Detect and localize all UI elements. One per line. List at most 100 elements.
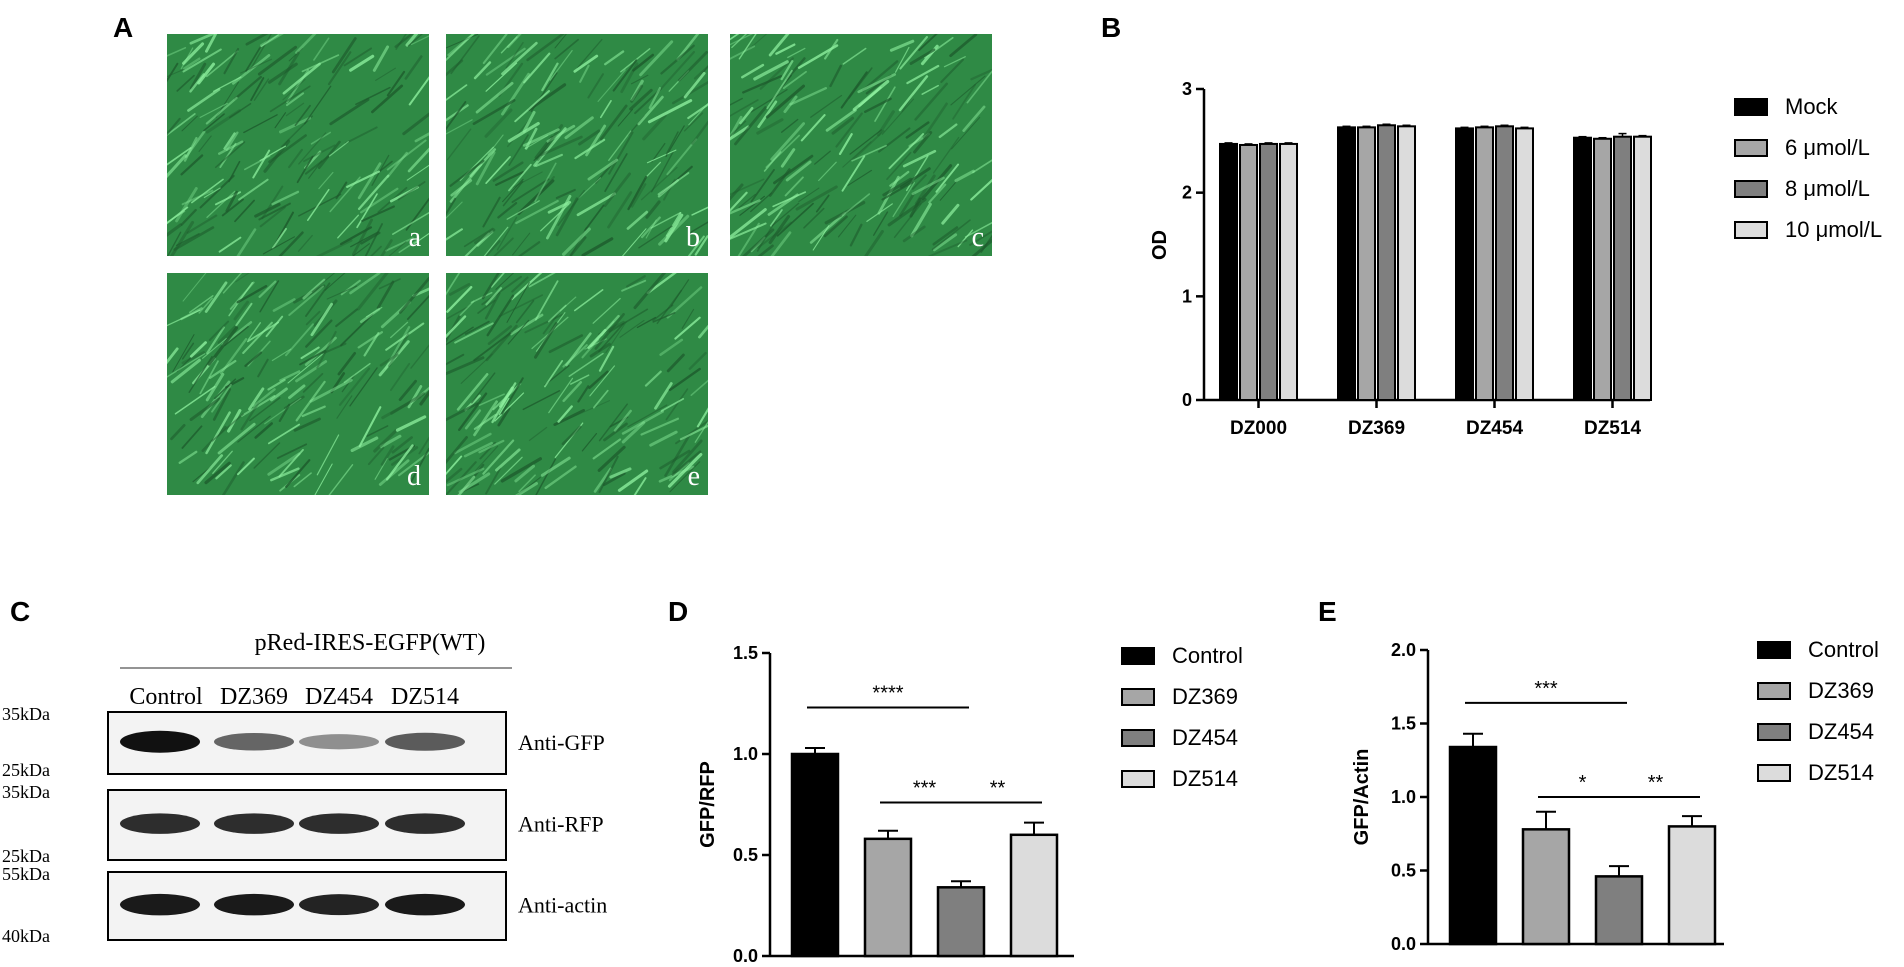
cell-streak xyxy=(633,273,667,310)
cell-streak xyxy=(405,34,419,47)
cell-streak xyxy=(838,133,853,156)
cell-streak xyxy=(446,353,465,366)
cell-streak xyxy=(409,447,429,484)
cell-streak xyxy=(407,385,423,409)
y-tick-label: 0.0 xyxy=(1391,934,1416,954)
cell-streak xyxy=(501,377,524,415)
cell-streak xyxy=(970,178,992,201)
cell-streak xyxy=(627,175,648,211)
cell-streak xyxy=(265,315,284,338)
cell-streak xyxy=(523,52,551,84)
cell-streak xyxy=(492,382,522,411)
cell-streak xyxy=(730,34,754,46)
cell-streak xyxy=(657,172,690,196)
cell-streak xyxy=(244,351,263,368)
cell-streak xyxy=(899,36,928,70)
cell-streak xyxy=(630,84,644,103)
cell-streak xyxy=(798,187,820,203)
micrograph-background xyxy=(167,273,429,495)
cell-streak xyxy=(204,281,228,313)
cell-streak xyxy=(274,112,287,129)
cell-streak xyxy=(167,231,182,256)
cell-streak xyxy=(446,273,461,296)
cell-streak xyxy=(750,168,775,203)
cell-streak xyxy=(394,34,414,48)
blot-label: Anti-GFP xyxy=(518,730,605,755)
cell-streak xyxy=(742,228,775,256)
mw-marker: 55kDa xyxy=(2,864,50,884)
cell-streak xyxy=(660,398,685,412)
cell-streak xyxy=(696,407,708,428)
cell-streak xyxy=(304,336,337,366)
cell-streak xyxy=(386,70,406,97)
cell-streak xyxy=(902,149,937,168)
cell-streak xyxy=(272,227,287,249)
mw-marker: 25kDa xyxy=(2,846,50,866)
cell-streak xyxy=(357,174,390,211)
cell-streak xyxy=(535,458,557,495)
y-axis-label: OD xyxy=(1149,230,1171,260)
cell-streak xyxy=(666,286,703,319)
cell-streak xyxy=(167,309,201,327)
cell-streak xyxy=(730,120,747,138)
cell-streak xyxy=(267,62,298,84)
cell-streak xyxy=(272,298,296,312)
cell-streak xyxy=(548,334,584,354)
cell-streak xyxy=(378,459,410,486)
cell-streak xyxy=(768,214,791,245)
bar xyxy=(1239,143,1258,402)
cell-streak xyxy=(295,360,328,383)
cell-streak xyxy=(781,118,799,133)
cell-streak xyxy=(498,294,543,318)
significance-label: ** xyxy=(1648,772,1664,794)
cell-streak xyxy=(249,34,272,71)
cell-streak xyxy=(506,200,540,220)
cell-streak xyxy=(356,273,389,311)
cell-streak xyxy=(188,355,213,394)
cell-streak xyxy=(481,273,500,300)
cell-streak xyxy=(167,62,179,83)
cell-streak xyxy=(588,370,609,390)
cell-streak xyxy=(780,148,796,168)
cell-streak xyxy=(372,45,390,72)
cell-streak xyxy=(359,307,381,324)
cell-streak xyxy=(852,129,885,161)
cell-streak xyxy=(261,185,284,220)
bar xyxy=(1009,833,1059,958)
cell-streak xyxy=(654,382,673,410)
cell-streak xyxy=(913,131,933,154)
cell-streak xyxy=(886,151,912,180)
cell-streak xyxy=(410,386,429,405)
cell-streak xyxy=(316,330,337,369)
cell-streak xyxy=(446,436,468,465)
cell-streak xyxy=(189,295,214,314)
cell-streak xyxy=(248,387,265,411)
cell-streak xyxy=(690,379,708,396)
cell-streak xyxy=(202,337,227,359)
bar xyxy=(1667,825,1717,946)
cell-streak xyxy=(301,405,326,418)
cell-streak xyxy=(379,353,399,367)
micrograph-texture xyxy=(167,34,429,256)
cell-streak xyxy=(921,84,939,95)
cell-streak xyxy=(238,178,269,201)
cell-streak xyxy=(527,83,567,111)
cell-streak xyxy=(621,410,664,435)
cell-streak xyxy=(584,204,605,231)
cell-streak xyxy=(570,374,590,385)
cell-streak xyxy=(376,280,395,310)
cell-streak xyxy=(943,56,966,68)
cell-streak xyxy=(225,377,245,389)
cell-streak xyxy=(665,388,689,421)
cell-streak xyxy=(267,423,301,445)
cell-streak xyxy=(450,35,480,75)
cell-streak xyxy=(621,228,647,256)
cell-streak xyxy=(511,276,529,293)
cell-streak xyxy=(773,154,814,185)
cell-streak xyxy=(892,181,916,218)
cell-streak xyxy=(318,171,334,190)
significance-label: *** xyxy=(913,777,937,799)
cell-streak xyxy=(270,387,288,402)
cell-streak xyxy=(340,279,361,296)
cell-streak xyxy=(842,47,867,65)
